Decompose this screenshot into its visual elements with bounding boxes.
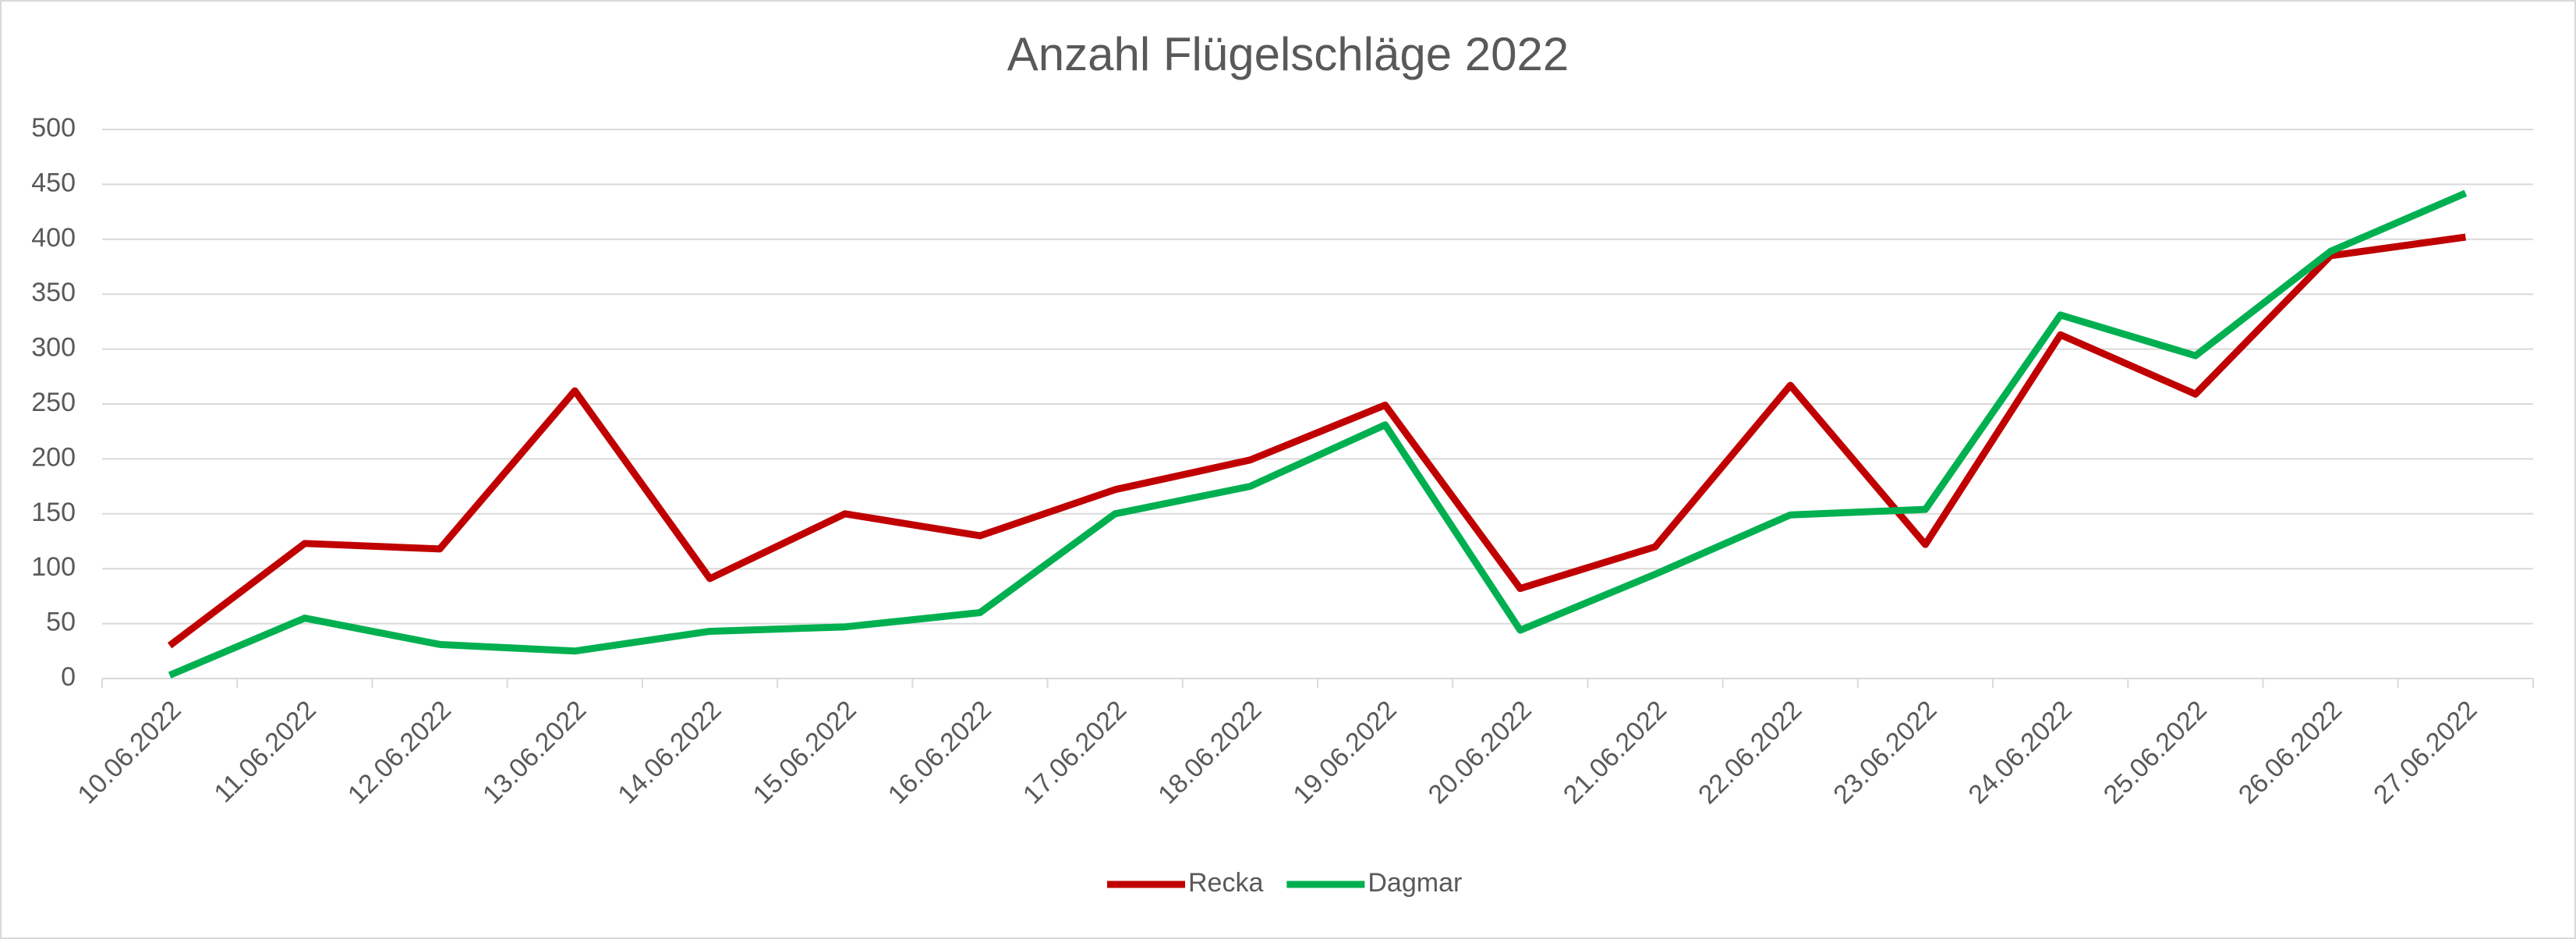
series-line xyxy=(168,190,2468,679)
legend-label: Dagmar xyxy=(1368,868,1462,898)
y-tick-label: 500 xyxy=(31,113,76,143)
y-tick-label: 200 xyxy=(31,442,76,472)
y-tick-label: 300 xyxy=(31,333,76,363)
y-tick-label: 450 xyxy=(31,168,76,197)
y-tick-label: 100 xyxy=(31,552,76,582)
y-tick-label: 250 xyxy=(31,388,76,417)
y-tick-label: 400 xyxy=(31,223,76,253)
series-line xyxy=(167,233,2467,649)
chart-title: Anzahl Flügelschläge 2022 xyxy=(1007,28,1569,80)
legend-label: Recka xyxy=(1188,868,1263,898)
y-tick-label: 350 xyxy=(31,278,76,307)
y-tick-label: 150 xyxy=(31,498,76,527)
y-tick-label: 0 xyxy=(61,662,76,692)
y-tick-label: 50 xyxy=(46,608,76,637)
